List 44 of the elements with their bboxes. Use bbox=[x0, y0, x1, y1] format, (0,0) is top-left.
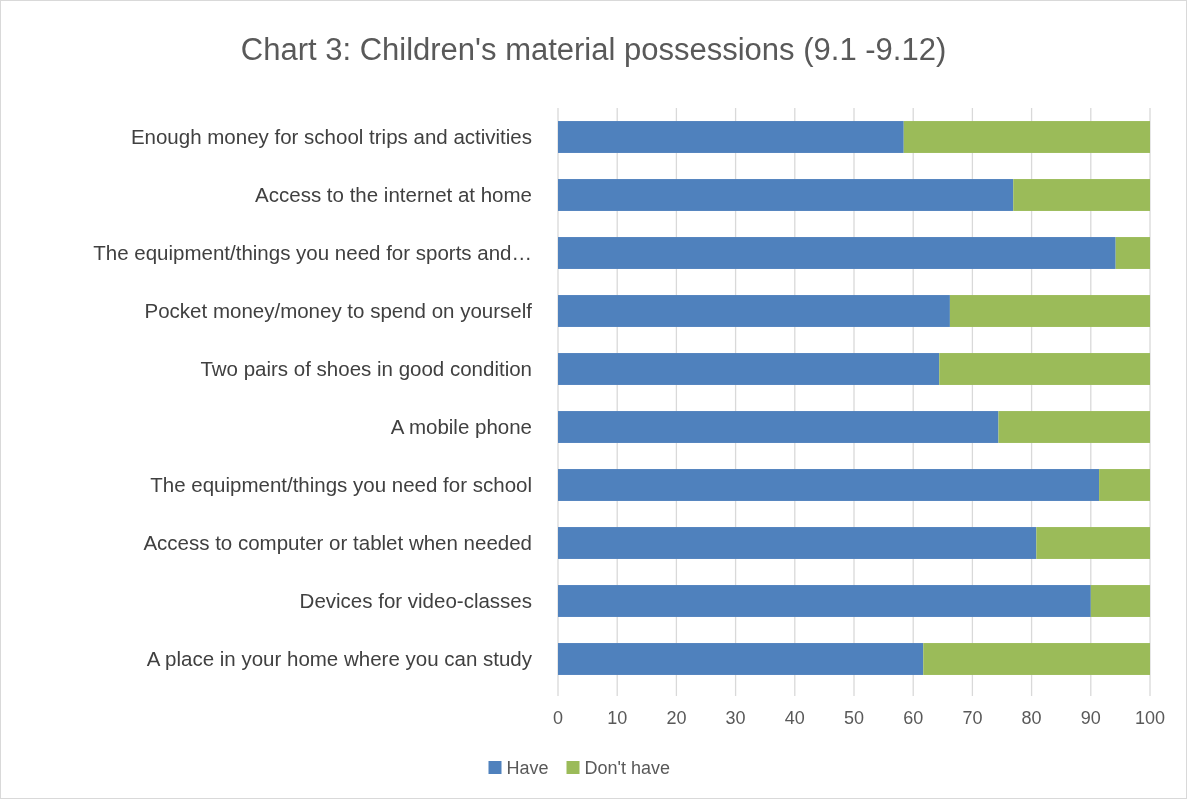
bar bbox=[1115, 237, 1150, 269]
bar bbox=[558, 237, 1116, 269]
bar bbox=[558, 411, 999, 443]
bar bbox=[1099, 469, 1150, 501]
bar bbox=[923, 643, 1150, 675]
bar bbox=[949, 295, 1150, 327]
bar bbox=[903, 121, 1150, 153]
bar bbox=[1036, 527, 1150, 559]
bar bbox=[939, 353, 1150, 385]
x-tick-label: 70 bbox=[962, 708, 983, 728]
legend-label: Have bbox=[506, 758, 549, 779]
x-tick-label: 50 bbox=[843, 708, 865, 728]
x-tick-label: 10 bbox=[607, 708, 628, 728]
bar bbox=[558, 469, 1100, 501]
chart-title: Chart 3: Children's material possessions (9.1 -9.12) bbox=[240, 32, 947, 67]
y-tick-label: Enough money for school trips and activities bbox=[130, 125, 532, 149]
bar bbox=[558, 643, 924, 675]
y-tick-label: A place in your home where you can study bbox=[146, 647, 533, 671]
x-tick-label: 40 bbox=[784, 708, 805, 728]
y-tick-label: The equipment/things you need for sports and… bbox=[93, 241, 532, 265]
y-tick-label: Pocket money/money to spend on yourself bbox=[144, 299, 533, 323]
y-tick-label: Devices for video-classes bbox=[299, 589, 532, 613]
x-tick-label: 90 bbox=[1080, 708, 1101, 728]
bar bbox=[558, 295, 950, 327]
x-tick-label: 100 bbox=[1134, 708, 1166, 728]
bar bbox=[1013, 179, 1150, 211]
x-tick-label: 80 bbox=[1021, 708, 1042, 728]
y-tick-label: Access to computer or tablet when needed bbox=[143, 531, 532, 555]
x-tick-label: 60 bbox=[903, 708, 924, 728]
bar bbox=[558, 121, 904, 153]
x-tick-label: 30 bbox=[725, 708, 746, 728]
y-tick-label: Access to the internet at home bbox=[255, 183, 532, 207]
bar bbox=[998, 411, 1150, 443]
bar bbox=[558, 179, 1014, 211]
bar bbox=[558, 585, 1091, 617]
bar bbox=[558, 527, 1037, 559]
y-tick-label: Two pairs of shoes in good condition bbox=[200, 357, 532, 381]
bar bbox=[558, 353, 940, 385]
legend-label: Don't have bbox=[584, 758, 670, 779]
x-tick-label: 0 bbox=[552, 708, 564, 728]
y-tick-label: The equipment/things you need for school bbox=[150, 473, 532, 497]
bar bbox=[1090, 585, 1150, 617]
y-tick-label: A mobile phone bbox=[390, 415, 532, 439]
x-tick-label: 20 bbox=[666, 708, 687, 728]
